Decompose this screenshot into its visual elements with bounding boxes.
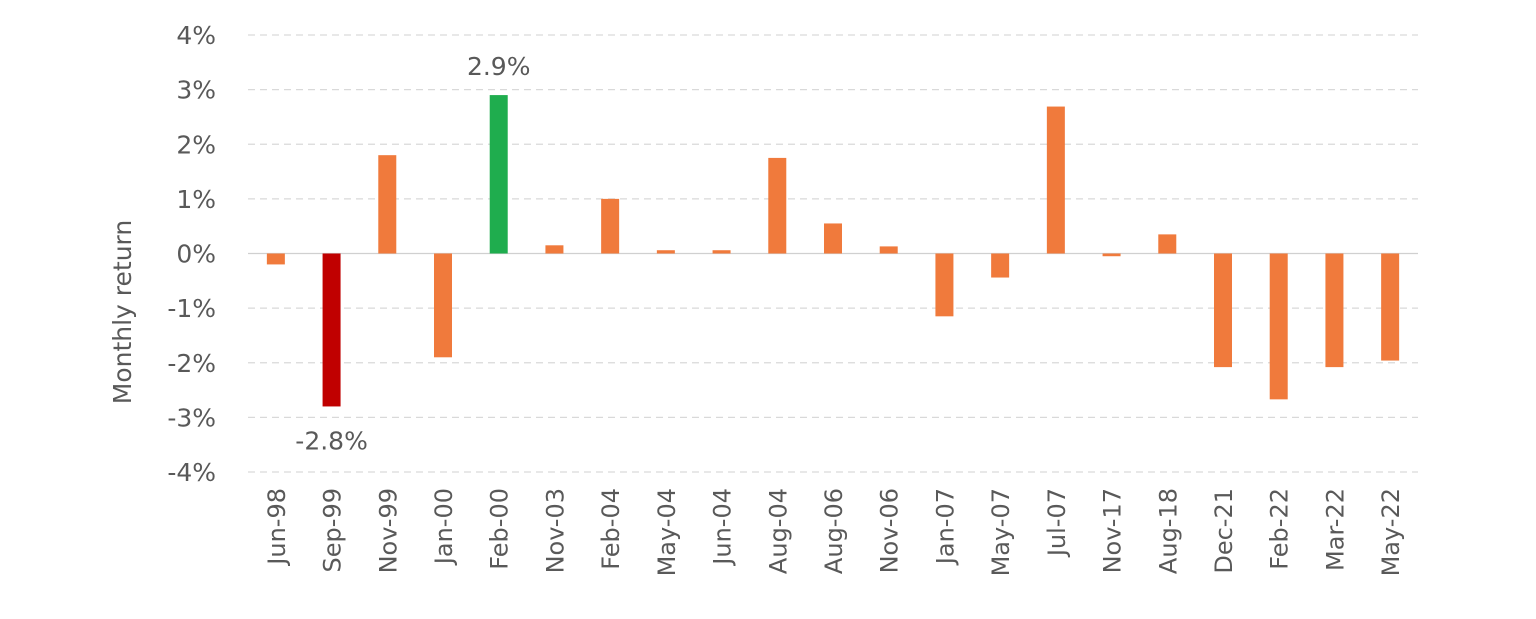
x-tick-label: Jul-07 [1043, 488, 1071, 558]
x-tick-label: Aug-06 [820, 488, 848, 574]
bar-may-04 [656, 250, 675, 254]
y-tick-label: -1% [167, 294, 216, 323]
x-tick-label: Nov-03 [541, 488, 569, 573]
x-tick-label: May-07 [987, 488, 1015, 576]
y-tick-label: -2% [167, 349, 216, 378]
bar-nov-17 [1102, 253, 1121, 257]
x-tick-label: Jun-98 [263, 488, 291, 567]
x-tick-label: Feb-04 [597, 488, 625, 570]
bar-mar-22 [1325, 253, 1344, 368]
x-tick-label: Dec-21 [1210, 488, 1238, 574]
bar-may-07 [991, 253, 1010, 278]
x-tick-label: Feb-00 [486, 488, 514, 570]
x-tick-label: Nov-99 [374, 488, 402, 573]
bar-nov-99 [378, 155, 397, 254]
bar-aug-06 [824, 223, 842, 254]
y-tick-label: 1% [176, 185, 216, 214]
bar-nov-03 [545, 245, 564, 254]
x-tick-label: Nov-06 [876, 488, 904, 573]
x-tick-label: Aug-04 [764, 488, 792, 574]
bar-may-22 [1381, 253, 1400, 361]
bar-jan-07 [935, 253, 954, 317]
bar-jan-00 [434, 253, 452, 358]
bar-feb-04 [601, 198, 620, 254]
data-label: 2.9% [467, 52, 531, 81]
x-tick-label: May-04 [653, 488, 681, 576]
bars [266, 95, 1400, 407]
x-tick-label: Mar-22 [1321, 488, 1349, 571]
y-tick-label: -3% [167, 403, 216, 432]
y-tick-label: -4% [167, 458, 216, 487]
x-tick-label: Jan-07 [931, 488, 959, 566]
data-labels: -2.8% 2.9% [295, 52, 530, 455]
data-label: -2.8% [295, 426, 368, 455]
y-axis-label: Monthly return [108, 220, 137, 405]
y-tick-label: 3% [176, 76, 216, 105]
bar-nov-06 [879, 246, 898, 254]
bar-feb-00 [489, 95, 508, 254]
y-tick-label: 2% [176, 130, 216, 159]
x-tick-label: Sep-99 [319, 488, 347, 572]
x-tick-label: Aug-18 [1154, 488, 1182, 574]
bar-jun-04 [712, 250, 731, 254]
bar-jul-07 [1046, 106, 1065, 254]
bar-feb-22 [1269, 253, 1288, 400]
x-tick-label: Jan-00 [430, 488, 458, 566]
y-tick-label: 4% [176, 21, 216, 50]
bar-aug-18 [1158, 234, 1177, 254]
x-tick-label: Jun-04 [709, 488, 737, 567]
x-axis-ticks: Jun-98 Sep-99 Nov-99 Jan-00 Feb-00 Nov-03 Feb-… [263, 488, 1405, 576]
bar-jun-98 [266, 253, 285, 265]
x-tick-label: May-22 [1377, 488, 1405, 576]
y-axis-ticks: 4% 3% 2% 1% 0% -1% -2% -3% -4% [167, 21, 216, 487]
bar-dec-21 [1214, 253, 1232, 368]
y-tick-label: 0% [176, 240, 216, 269]
bar-sep-99 [322, 253, 341, 407]
bar-aug-04 [768, 157, 787, 254]
x-tick-label: Feb-22 [1266, 488, 1294, 570]
x-tick-label: Nov-17 [1099, 488, 1127, 573]
